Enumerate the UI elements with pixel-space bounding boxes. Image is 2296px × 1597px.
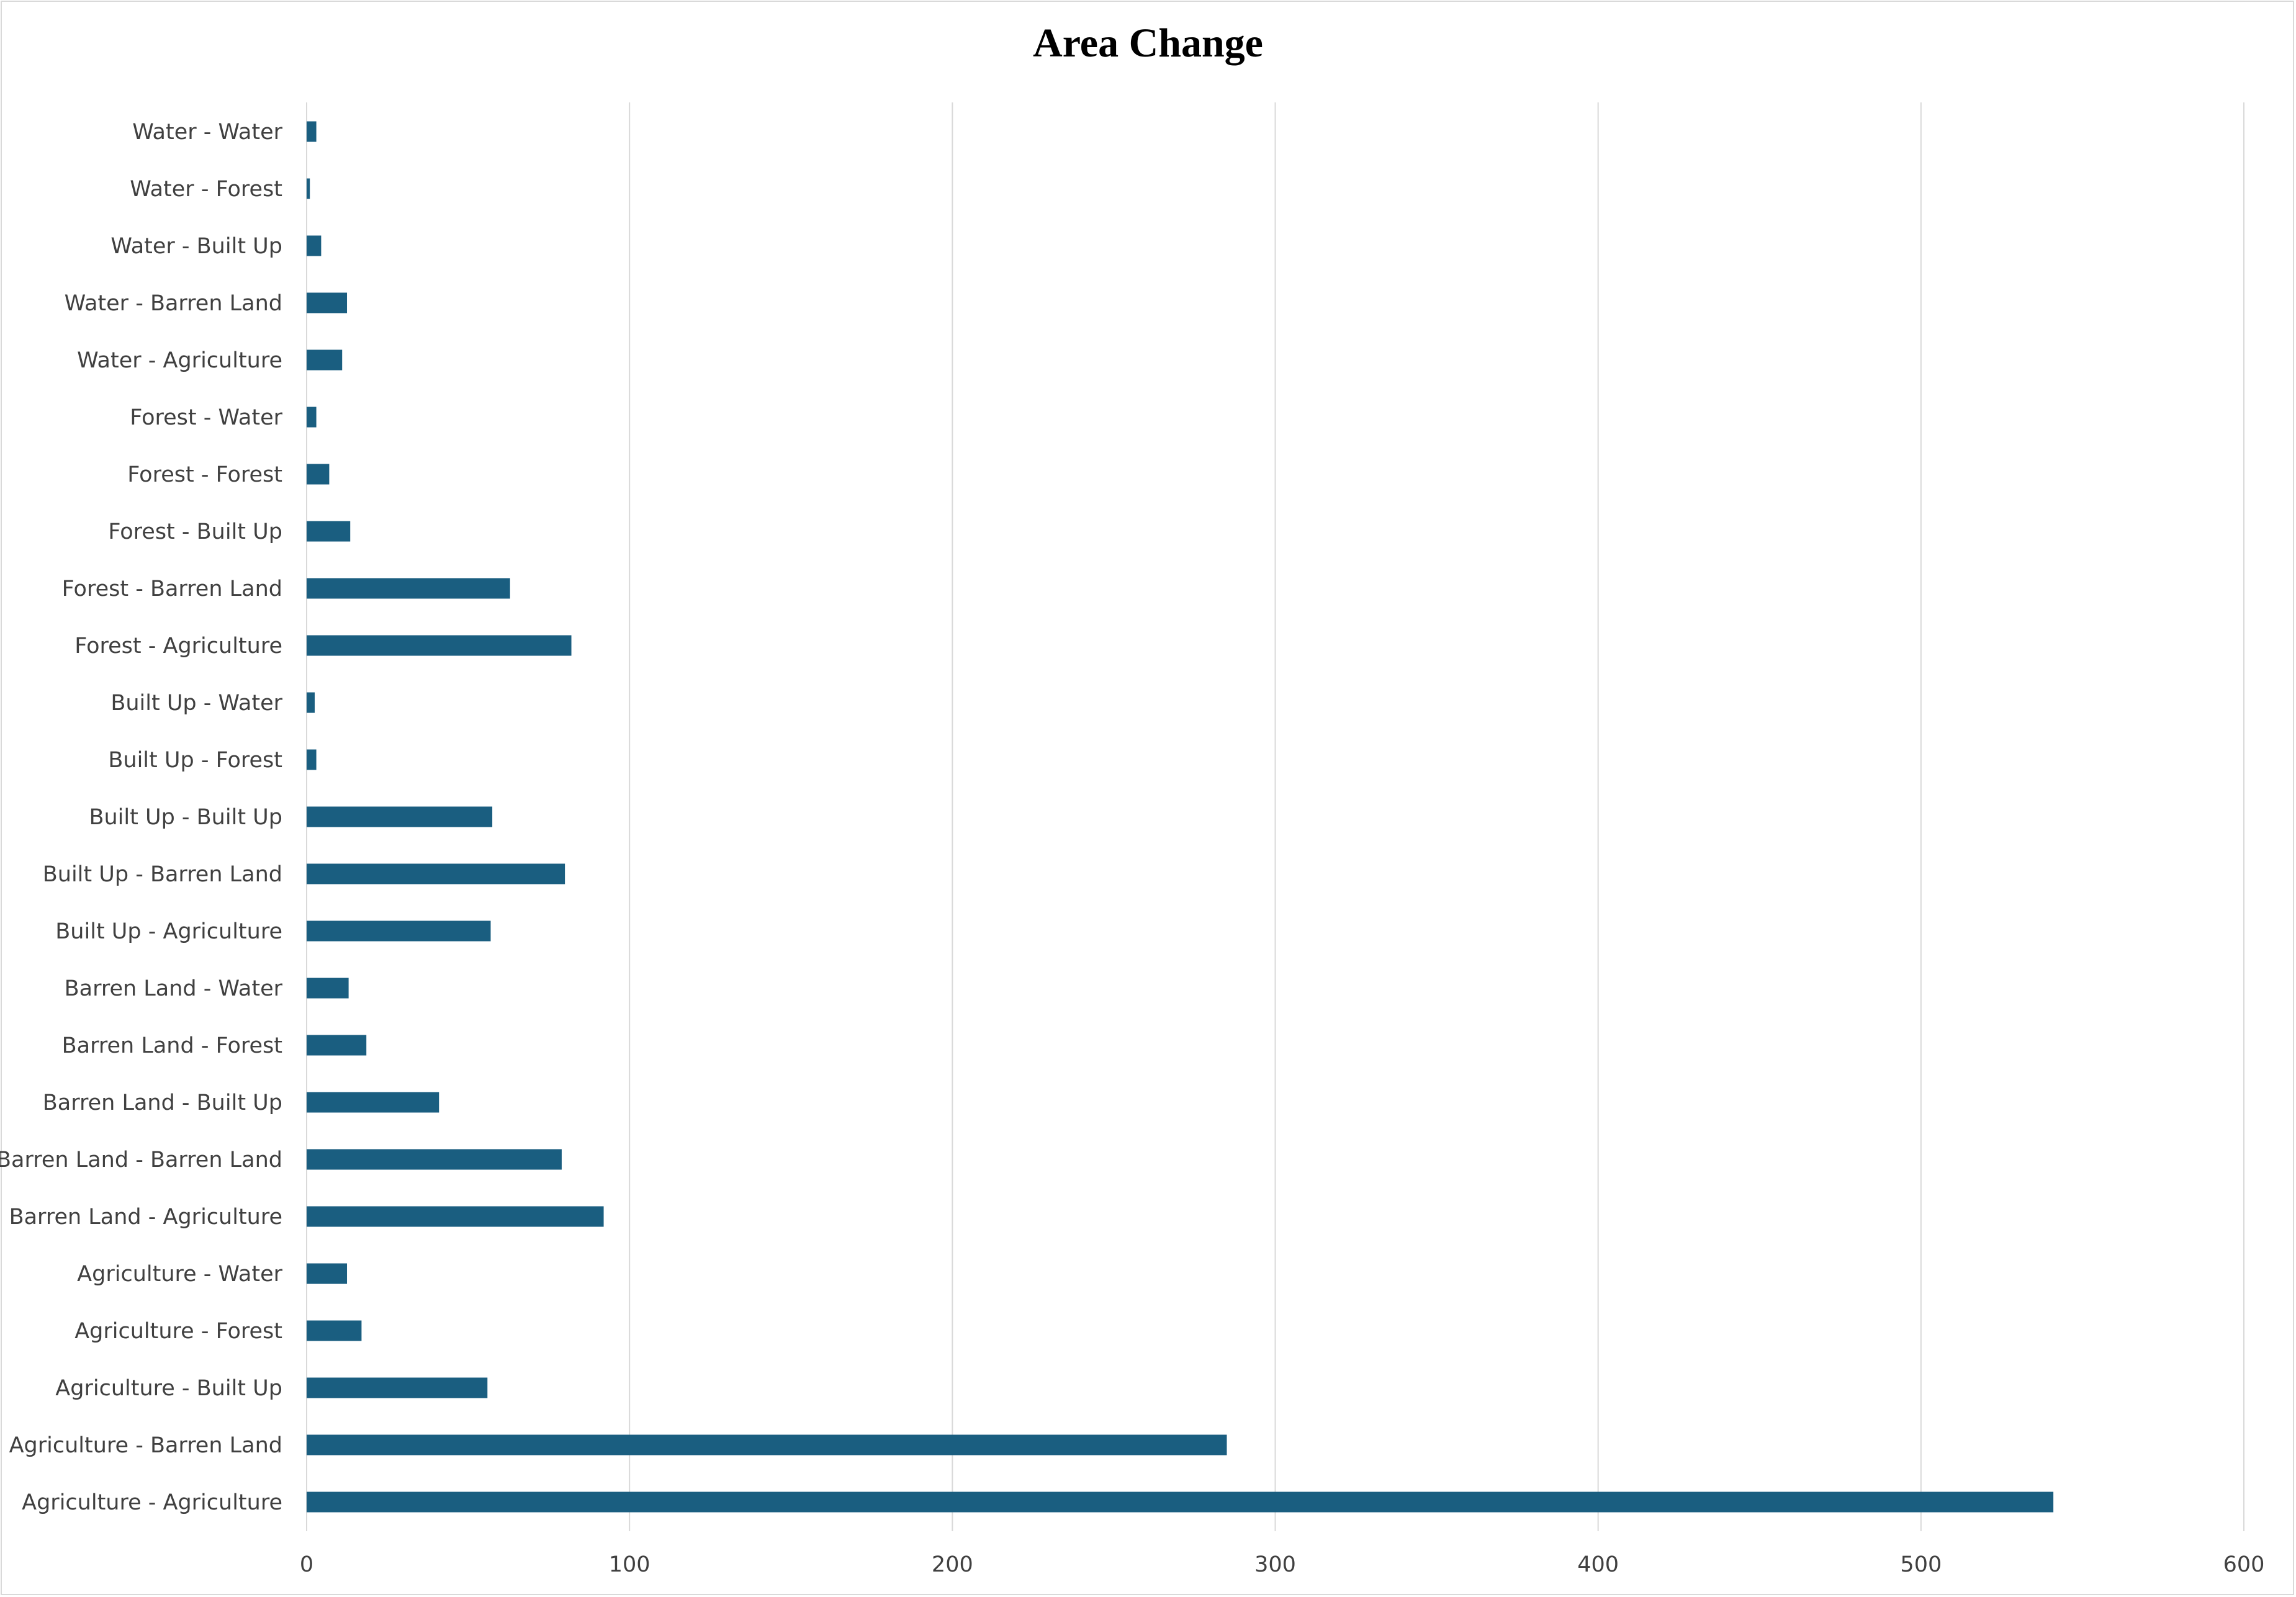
category-label: Forest - Barren Land: [62, 577, 282, 601]
bar: [307, 235, 322, 256]
bar: [307, 521, 351, 542]
x-axis-tick-labels: 0 100 200 300 400 500 600: [300, 1552, 2265, 1577]
category-label: Barren Land - Agriculture: [9, 1205, 282, 1230]
bar: [307, 1491, 2054, 1513]
category-label: Water - Forest: [130, 177, 282, 202]
category-label: Agriculture - Water: [77, 1262, 282, 1287]
bar: [307, 349, 343, 371]
category-label: Forest - Forest: [127, 462, 282, 487]
category-label: Water - Built Up: [110, 234, 282, 259]
bar: [307, 806, 493, 827]
bar: [307, 692, 315, 713]
bar: [307, 292, 348, 313]
bar: [307, 920, 491, 942]
category-label: Barren Land - Water: [65, 976, 283, 1001]
x-tick-label: 500: [1900, 1552, 1942, 1577]
category-label: Built Up - Built Up: [89, 805, 282, 830]
x-tick-label: 200: [932, 1552, 973, 1577]
category-label: Built Up - Barren Land: [43, 862, 282, 887]
category-label: Built Up - Agriculture: [55, 919, 282, 944]
bars: [307, 121, 2054, 1513]
category-label: Forest - Built Up: [108, 520, 282, 544]
bar: [307, 407, 317, 428]
category-label: Water - Water: [132, 120, 282, 145]
bar: [307, 1434, 1227, 1455]
x-tick-label: 400: [1577, 1552, 1619, 1577]
chart-title: Area Change: [1033, 20, 1263, 66]
category-label: Built Up - Water: [110, 691, 282, 716]
bar: [307, 749, 317, 770]
category-label: Forest - Water: [130, 405, 282, 430]
category-label: Water - Agriculture: [77, 348, 282, 373]
bar: [307, 863, 565, 884]
bar: [307, 121, 317, 142]
bar: [307, 578, 510, 599]
category-label: Agriculture - Built Up: [55, 1376, 282, 1401]
bar: [307, 1149, 562, 1170]
x-tick-label: 100: [609, 1552, 651, 1577]
category-label: Agriculture - Forest: [74, 1319, 282, 1344]
x-tick-label: 300: [1254, 1552, 1296, 1577]
bar: [307, 464, 330, 485]
gridlines: [306, 102, 2244, 1531]
bar: [307, 978, 349, 999]
bar: [307, 1092, 439, 1113]
bar: [307, 1035, 367, 1056]
x-tick-label: 600: [2223, 1552, 2265, 1577]
category-label: Barren Land - Built Up: [43, 1091, 282, 1115]
category-label: Forest - Agriculture: [74, 634, 282, 659]
bar: [307, 1263, 348, 1284]
bar: [307, 1320, 362, 1341]
category-label: Water - Barren Land: [65, 291, 282, 316]
bar: [307, 178, 310, 199]
bar: [307, 1206, 604, 1227]
category-label: Agriculture - Barren Land: [9, 1433, 282, 1458]
bar: [307, 635, 572, 656]
category-label: Built Up - Forest: [108, 748, 282, 773]
x-tick-label: 0: [300, 1552, 313, 1577]
category-labels: Agriculture - Agriculture Agriculture - B…: [0, 120, 283, 1515]
category-label: Barren Land - Barren Land: [0, 1148, 282, 1172]
category-label: Barren Land - Forest: [62, 1033, 282, 1058]
category-label: Agriculture - Agriculture: [22, 1490, 282, 1515]
bar: [307, 1377, 488, 1398]
